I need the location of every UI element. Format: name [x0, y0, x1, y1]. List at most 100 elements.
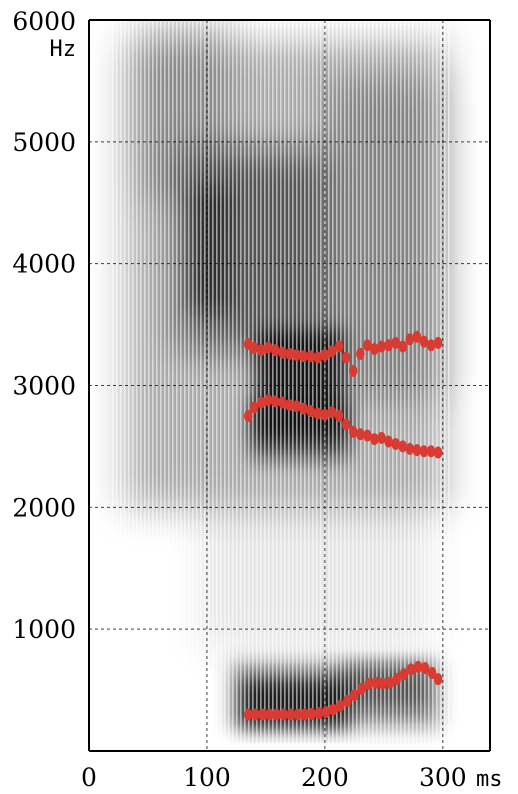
- formant-point: [313, 351, 323, 364]
- formant-point: [249, 401, 259, 414]
- formant-point: [364, 677, 373, 690]
- formant-track-1: [244, 660, 443, 721]
- formant-point: [327, 345, 337, 358]
- formant-point: [278, 346, 287, 359]
- formant-point: [292, 400, 301, 413]
- formant-point: [348, 364, 358, 377]
- formant-point: [293, 708, 302, 721]
- formant-point: [348, 425, 358, 438]
- formant-point: [320, 349, 330, 362]
- formant-point: [334, 340, 344, 353]
- formant-point: [249, 341, 259, 354]
- formant-point: [341, 418, 351, 431]
- formant-point: [343, 695, 352, 708]
- formant-point: [264, 341, 273, 354]
- x-tick-label: 0: [81, 763, 97, 792]
- formant-point: [271, 395, 280, 408]
- formant-point: [377, 431, 386, 444]
- formant-point: [370, 433, 379, 446]
- formant-point: [433, 446, 443, 459]
- formant-point: [391, 336, 400, 349]
- formant-point: [306, 350, 315, 363]
- y-unit-label: Hz: [50, 37, 77, 62]
- y-tick-label: 1000: [12, 615, 76, 644]
- formant-point: [285, 398, 294, 411]
- formant-point: [336, 699, 345, 712]
- formant-point: [399, 668, 409, 681]
- formant-point: [412, 444, 422, 457]
- x-tick-label: 100: [183, 763, 231, 792]
- formant-point: [321, 706, 331, 719]
- axes: [88, 19, 491, 752]
- formant-point: [357, 682, 366, 695]
- formant-point: [300, 708, 310, 721]
- formant-point: [313, 407, 323, 420]
- x-unit-label: ms: [476, 767, 503, 792]
- y-tick-label: 5000: [12, 128, 76, 157]
- formant-point: [279, 708, 288, 721]
- formant-point: [299, 350, 308, 363]
- formant-point: [420, 662, 430, 675]
- formant-point: [314, 707, 324, 720]
- formant-point: [392, 673, 402, 686]
- formant-point: [398, 440, 407, 453]
- formant-point: [433, 673, 443, 686]
- formant-point: [426, 339, 436, 352]
- formant-point: [328, 703, 338, 716]
- formant-point: [278, 396, 287, 409]
- formant-point: [433, 336, 443, 349]
- formant-point: [264, 394, 273, 407]
- formant-point: [406, 663, 416, 676]
- formant-point: [385, 676, 394, 689]
- formant-point: [299, 402, 308, 415]
- formant-point: [334, 409, 344, 422]
- formant-point: [320, 408, 330, 421]
- formant-point: [251, 708, 260, 721]
- formant-point: [356, 428, 365, 441]
- formant-point: [286, 708, 295, 721]
- formant-point: [271, 344, 280, 357]
- y-tick-label: 6000: [12, 7, 76, 36]
- y-tick-label: 2000: [12, 493, 76, 522]
- formant-point: [292, 349, 301, 362]
- formant-point: [384, 435, 393, 448]
- formant-point: [285, 347, 294, 360]
- x-tick-label: 200: [301, 763, 349, 792]
- formant-point: [378, 677, 387, 690]
- formant-tracks: [244, 330, 443, 721]
- formant-point: [327, 406, 337, 419]
- formant-point: [356, 347, 365, 360]
- formant-point: [412, 330, 422, 343]
- formant-point: [413, 660, 423, 673]
- formant-track-3: [244, 330, 443, 377]
- formant-point: [307, 707, 317, 720]
- tick-labels: 0 100 200 300 1000 2000 3000 4000 5000 6000: [12, 7, 466, 792]
- formant-point: [384, 339, 393, 352]
- formant-point: [244, 409, 253, 422]
- grid-lines: [89, 20, 490, 751]
- formant-point: [419, 335, 429, 348]
- formant-point: [306, 405, 315, 418]
- y-tick-label: 3000: [12, 372, 76, 401]
- formant-track-2: [244, 394, 443, 459]
- formant-point: [419, 445, 429, 458]
- formant-point: [405, 442, 414, 455]
- y-tick-label: 4000: [12, 250, 76, 279]
- formant-point: [426, 445, 436, 458]
- formant-point: [398, 340, 407, 353]
- formant-point: [341, 351, 351, 364]
- formant-point: [428, 667, 437, 680]
- x-tick-label: 300: [419, 763, 467, 792]
- formant-point: [350, 688, 359, 701]
- formant-point: [370, 342, 379, 355]
- formant-point: [256, 344, 266, 357]
- formant-point: [377, 340, 386, 353]
- formant-point: [265, 708, 274, 721]
- formant-point: [258, 708, 267, 721]
- formant-point: [405, 333, 414, 346]
- formant-point: [256, 396, 266, 409]
- formant-point: [371, 676, 380, 689]
- formant-point: [363, 339, 372, 352]
- formant-point: [244, 708, 253, 721]
